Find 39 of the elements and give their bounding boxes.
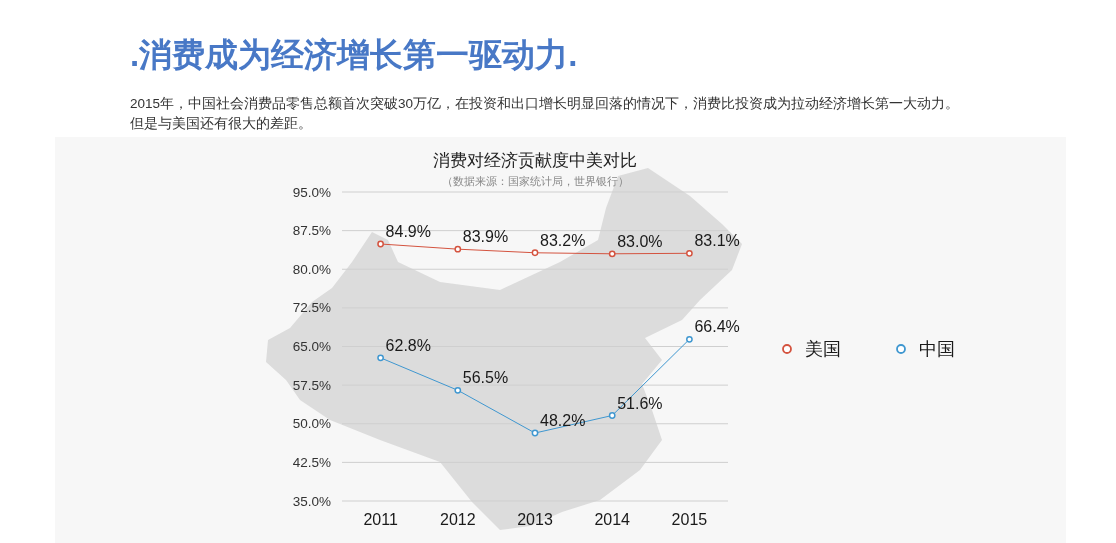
y-tick-label: 65.0%	[292, 339, 331, 354]
point	[454, 386, 462, 394]
point	[377, 240, 384, 248]
data-label: 83.9%	[462, 228, 509, 246]
point	[454, 245, 462, 253]
data-label: 66.4%	[694, 318, 740, 336]
y-tick-label: 42.5%	[292, 454, 331, 470]
data-label: 48.2%	[540, 412, 586, 430]
text: （数据来源：国家统计局，世界银行）	[441, 175, 629, 187]
x-tick-label: 2014	[594, 511, 631, 528]
y-tick-label: 95.0%	[292, 184, 331, 200]
point	[686, 335, 693, 343]
text: 消费对经济贡献度中美对比	[433, 151, 637, 170]
point	[608, 412, 616, 419]
chart-subtitle: 2015年，中国社会消费品零售总额首次突破30万亿，在投资和出口增长明显回落的情况下，消费比投资成为拉动经济增长第一大动力。但是与美国还有很大的差距。	[130, 96, 960, 131]
point	[686, 249, 693, 257]
x-tick-label: 2012	[440, 511, 476, 528]
point	[531, 429, 539, 437]
point	[377, 354, 384, 362]
data-label: 62.8%	[385, 336, 431, 354]
x-tick-label: 2013	[517, 511, 553, 528]
data-label: 83.1%	[694, 232, 740, 250]
point	[531, 249, 539, 257]
chart-title: .消费成为经济增长第一驱动力.	[130, 36, 578, 73]
y-tick-label: 80.0%	[292, 261, 331, 277]
x-tick-label: 2015	[671, 511, 708, 528]
y-tick-label: 50.0%	[292, 416, 331, 432]
point	[608, 250, 616, 258]
legend-label: 美国	[805, 339, 841, 359]
data-label: 83.2%	[540, 231, 586, 249]
y-tick-label: 57.5%	[292, 377, 331, 393]
data-label: 83.0%	[617, 232, 663, 250]
data-label: 84.9%	[385, 223, 431, 241]
x-tick-label: 2011	[363, 511, 398, 528]
y-tick-label: 87.5%	[292, 223, 331, 239]
data-label: 56.5%	[462, 369, 509, 387]
y-tick-label: 72.5%	[292, 300, 331, 316]
legend-label: 中国	[919, 339, 955, 359]
y-tick-label: 35.0%	[292, 493, 331, 509]
